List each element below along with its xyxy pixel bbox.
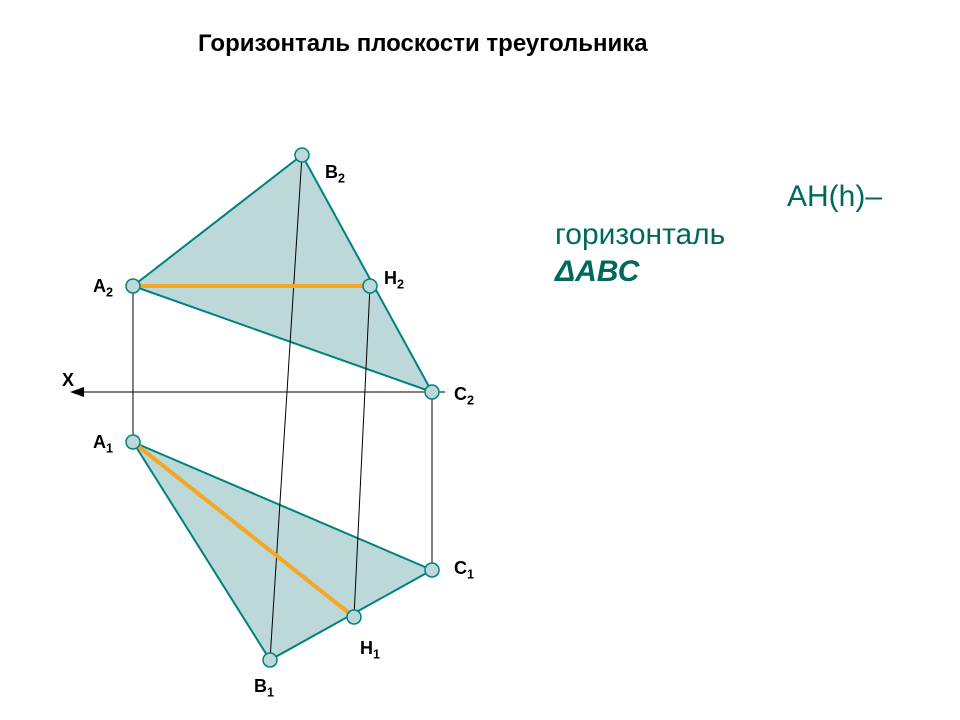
node-C2 (425, 385, 439, 399)
side-annotation: АН(h)– горизонталь ΔАВС (555, 178, 935, 291)
stage: Горизонталь плоскости треугольника АН(h)… (0, 0, 960, 720)
side-line-1: АН(h)– (555, 178, 935, 216)
label-C1: С1 (454, 558, 474, 582)
triangle-lower (133, 442, 432, 660)
label-A1: А1 (93, 432, 113, 456)
side-line-2: горизонталь (555, 216, 935, 254)
diagram-svg (0, 0, 960, 720)
node-H1 (347, 610, 361, 624)
label-H2: Н2 (384, 268, 404, 292)
label-B2: В2 (325, 162, 345, 186)
page-title: Горизонталь плоскости треугольника (198, 30, 648, 58)
label-H1: Н1 (360, 638, 380, 662)
label-C2: С2 (454, 384, 474, 408)
node-C1 (425, 563, 439, 577)
node-A2 (126, 279, 140, 293)
node-B1 (263, 653, 277, 667)
node-A1 (126, 435, 140, 449)
side-line-3: ΔАВС (555, 253, 935, 291)
node-B2 (295, 148, 309, 162)
label-X: Х (62, 370, 74, 391)
label-B1: В1 (254, 676, 274, 700)
label-A2: А2 (93, 276, 113, 300)
node-H2 (363, 279, 377, 293)
side-line-1-text: АН(h)– (787, 180, 882, 213)
